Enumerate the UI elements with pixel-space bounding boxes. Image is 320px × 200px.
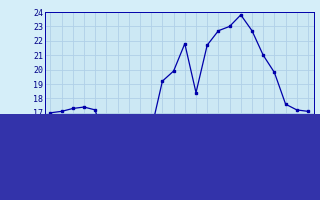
X-axis label: Graphe des températures (°c): Graphe des températures (°c) bbox=[92, 168, 267, 178]
